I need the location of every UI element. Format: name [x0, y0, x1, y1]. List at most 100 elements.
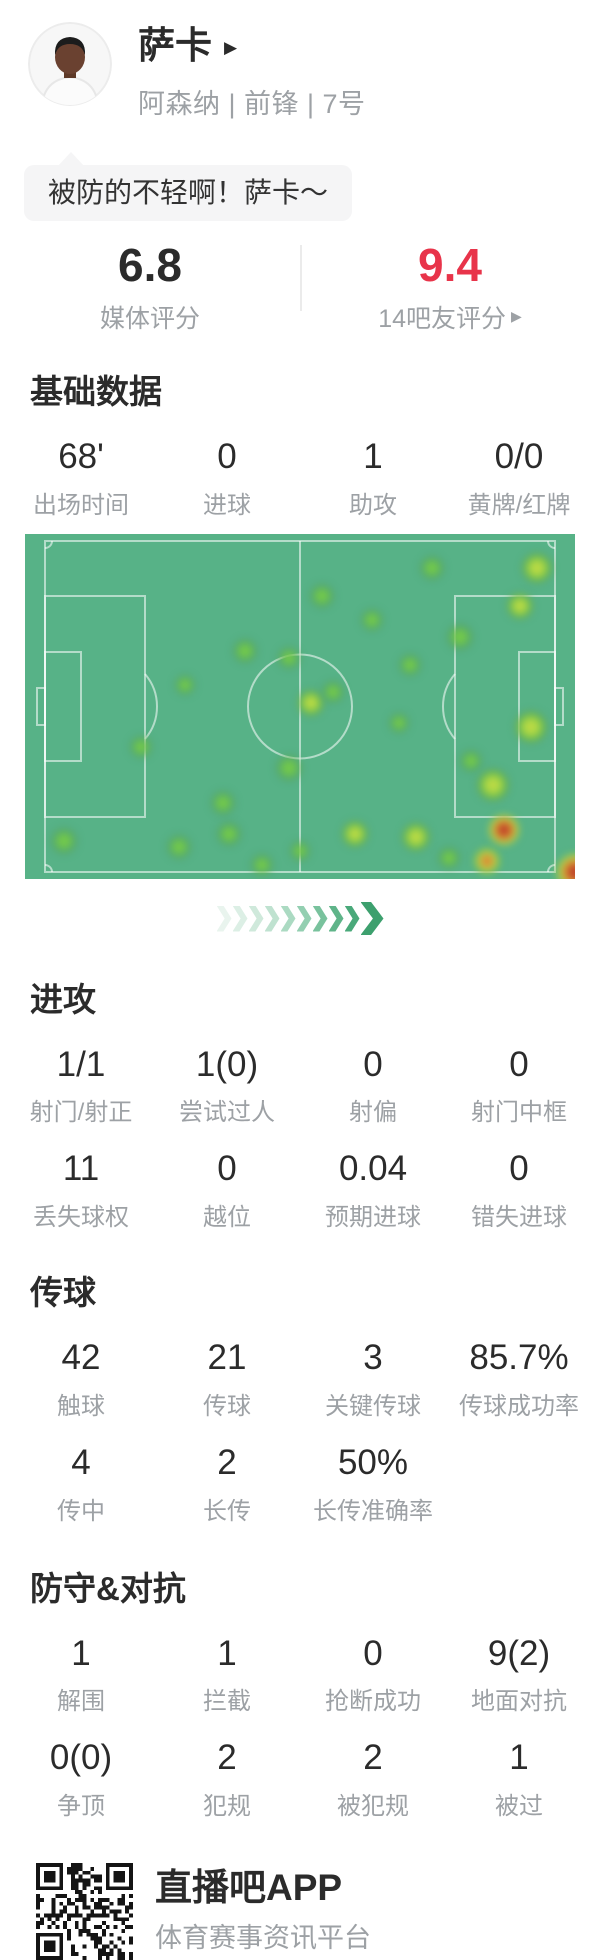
- heatmap-spot: [474, 848, 500, 875]
- player-name: 萨卡: [138, 25, 212, 66]
- chevron-arrow-icon: [280, 905, 296, 932]
- stat-label: 传球成功率: [459, 1392, 579, 1420]
- stat-label: 关键传球: [325, 1392, 421, 1420]
- stat-label: 解围: [57, 1688, 105, 1716]
- stat-label: 越位: [203, 1204, 251, 1232]
- stat-crosses: 4 传中: [8, 1442, 154, 1526]
- chevron-arrow-icon: [328, 905, 344, 932]
- ratings-row: 6.8 媒体评分 9.4 14吧友评分 ▶: [0, 241, 600, 334]
- stat-value: 2: [217, 1442, 237, 1482]
- heatmap-spot: [233, 638, 257, 663]
- stat-empty-cell: [446, 1445, 592, 1526]
- stat-value: 0/0: [494, 436, 544, 476]
- heatmap-spot: [437, 846, 460, 869]
- stat-value: 0: [363, 1633, 383, 1673]
- heatmap-spot: [278, 646, 300, 669]
- stat-fouled: 2 被犯规: [300, 1740, 446, 1821]
- stat-label: 丢失球权: [33, 1204, 129, 1232]
- heatmap-spot: [420, 556, 444, 581]
- stat-key-passes: 3 关键传球: [300, 1338, 446, 1421]
- stat-label: 长传准确率: [313, 1497, 433, 1525]
- media-rating: 6.8 媒体评分: [0, 241, 300, 334]
- stat-value: 85.7%: [469, 1338, 569, 1378]
- stat-value: 0.04: [338, 1149, 408, 1189]
- heatmap-spot: [507, 592, 533, 619]
- stat-value: 0(0): [49, 1738, 113, 1778]
- media-rating-value: 6.8: [118, 239, 182, 292]
- stat-value: 0: [217, 436, 237, 476]
- stat-tackles-won: 0 抢断成功: [300, 1633, 446, 1717]
- heatmap-spot: [515, 710, 547, 743]
- stat-label: 尝试过人: [179, 1099, 275, 1127]
- heatmap-spot: [298, 689, 324, 716]
- stat-label: 错失进球: [471, 1204, 567, 1232]
- heatmap-spot: [399, 653, 421, 676]
- stat-label: 进球: [203, 491, 251, 519]
- pitch-lines: [36, 539, 564, 873]
- heatmap-spot: [167, 835, 191, 860]
- stat-label: 射偏: [349, 1099, 397, 1127]
- stat-label: 犯规: [203, 1793, 251, 1821]
- stat-label: 传球: [203, 1392, 251, 1420]
- heatmap-spot: [322, 681, 344, 704]
- heatmap-spot: [459, 750, 482, 773]
- heatmap-spot: [276, 755, 302, 782]
- stat-chances-missed: 0 错失进球: [446, 1151, 592, 1232]
- chevron-arrow-icon: [312, 905, 328, 932]
- heatmap-spot: [250, 853, 273, 876]
- fan-rating-label-text: 14吧友评分: [378, 304, 507, 333]
- stat-value: 4: [71, 1442, 91, 1482]
- heatmap-spot: [476, 769, 509, 802]
- stat-label: 长传: [203, 1497, 251, 1525]
- heatmap-spot: [360, 608, 383, 631]
- stat-label: 触球: [57, 1392, 105, 1420]
- heatmap-spot: [216, 821, 241, 846]
- chevron-arrow-icon: [232, 905, 248, 932]
- app-footer: 直播吧APP 体育赛事资讯平台: [0, 1863, 600, 1960]
- basic-stats-grid: 68' 出场时间 0 进球 1 助攻 0/0 黄牌/红牌: [0, 436, 600, 520]
- stat-label: 预期进球: [325, 1204, 421, 1232]
- stat-value: 1: [509, 1738, 529, 1778]
- stat-assists: 1 助攻: [300, 436, 446, 520]
- heatmap-spot: [174, 675, 195, 696]
- stat-value: 21: [207, 1338, 247, 1378]
- stat-value: 11: [62, 1149, 100, 1189]
- stat-dribbled-past: 1 被过: [446, 1740, 592, 1821]
- stat-shots: 1/1 射门/射正: [8, 1046, 154, 1128]
- stat-label: 传中: [57, 1497, 105, 1525]
- stat-shots-off: 0 射偏: [300, 1046, 446, 1128]
- chevron-arrow-icon: [296, 905, 312, 932]
- chevron-arrow-icon: [360, 902, 384, 936]
- chevron-arrow-icon: [216, 905, 232, 932]
- player-header: 萨卡 ▶ 阿森纳 | 前锋 | 7号: [0, 0, 600, 121]
- stat-goals: 0 进球: [154, 436, 300, 520]
- fan-rating-value: 9.4: [418, 239, 482, 292]
- stat-value: 1: [217, 1633, 237, 1673]
- stat-label: 射门/射正: [29, 1099, 133, 1127]
- stat-value: 2: [217, 1738, 237, 1778]
- app-name: 直播吧APP: [155, 1867, 343, 1909]
- heatmap-spot: [446, 624, 473, 651]
- fan-rating: 9.4 14吧友评分 ▶: [300, 241, 600, 334]
- heatmap-spot: [521, 553, 552, 584]
- stat-label: 抢断成功: [325, 1688, 421, 1716]
- attack-stats-grid: 1/1 射门/射正 1(0) 尝试过人 0 射偏 0 射门中框 11 丢失球权 …: [0, 1046, 600, 1233]
- qr-code: [36, 1863, 133, 1960]
- section-title-basic: 基础数据: [30, 372, 162, 410]
- stat-long-balls: 2 长传: [154, 1442, 300, 1526]
- player-header-text: 萨卡 ▶ 阿森纳 | 前锋 | 7号: [138, 22, 366, 121]
- player-name-row[interactable]: 萨卡 ▶: [138, 25, 366, 67]
- stat-value: 0: [217, 1149, 237, 1189]
- fan-rating-label[interactable]: 14吧友评分 ▶: [378, 299, 522, 335]
- stat-value: 1: [363, 436, 383, 476]
- stat-touches: 42 触球: [8, 1339, 154, 1421]
- stat-value: 68': [58, 436, 104, 476]
- stat-label: 黄牌/红牌: [467, 491, 571, 519]
- stat-value: 3: [363, 1338, 383, 1378]
- heatmap-spot: [290, 840, 310, 861]
- player-avatar: [28, 22, 112, 106]
- stat-label: 助攻: [349, 491, 397, 519]
- comment-bubble: 被防的不轻啊！萨卡～: [24, 151, 353, 222]
- stat-value: 1: [71, 1633, 91, 1673]
- media-rating-label: 媒体评分: [99, 304, 200, 333]
